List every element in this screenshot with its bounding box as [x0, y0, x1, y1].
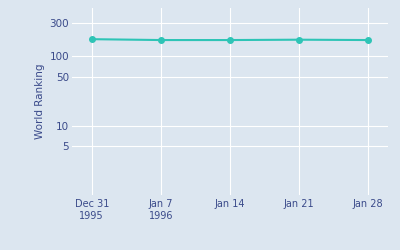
Y-axis label: World Ranking: World Ranking: [36, 64, 46, 139]
